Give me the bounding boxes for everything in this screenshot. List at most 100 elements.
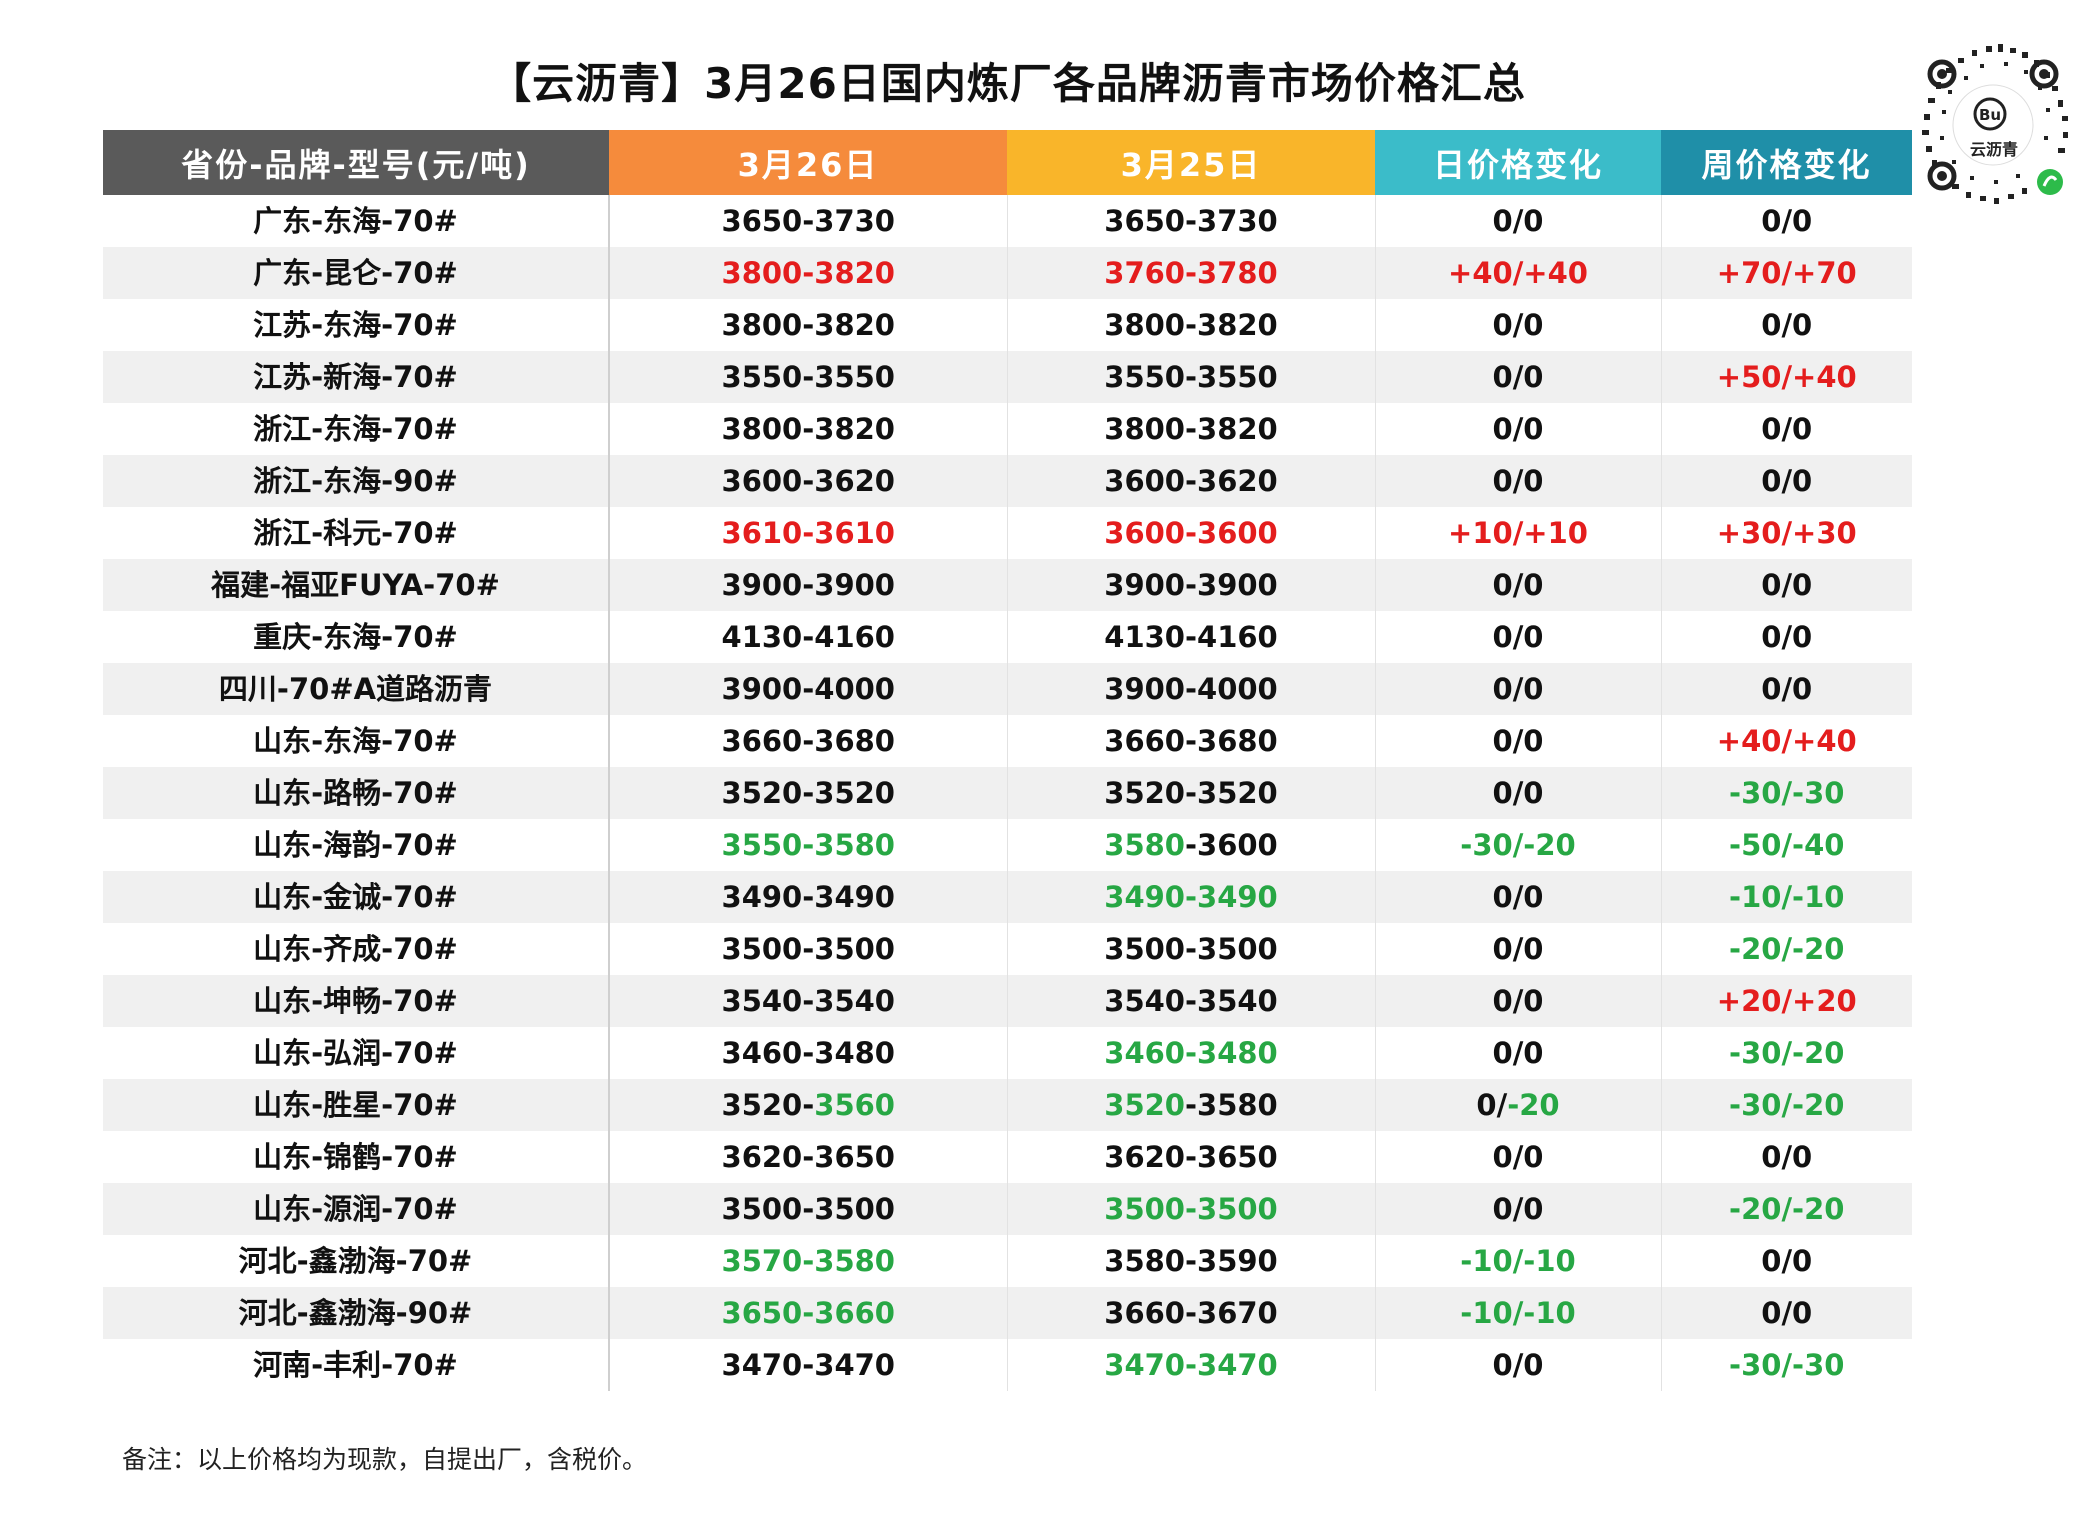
value-segment: 3540-3540	[1104, 984, 1278, 1018]
table-row: 山东-弘润-70# 3460-3480 3460-3480 0/0 -30/-20	[103, 1027, 1912, 1079]
value-segment: -20/-20	[1729, 1192, 1845, 1226]
table-row: 山东-锦鹤-70# 3620-3650 3620-3650 0/0 0/0	[103, 1131, 1912, 1183]
value-segment: 3620-3650	[721, 1140, 895, 1174]
cell-daily-change: 0/0	[1375, 923, 1662, 975]
value-segment: 3550-3550	[1104, 360, 1278, 394]
value-segment: +40/+40	[1716, 724, 1857, 758]
cell-mar26-price: 3570-3580	[609, 1235, 1008, 1287]
cell-mar25-price: 3580-3600	[1007, 819, 1376, 871]
value-segment: 3800-3820	[721, 412, 895, 446]
cell-weekly-change: -20/-20	[1661, 1183, 1912, 1235]
value-segment: 3580	[1104, 828, 1185, 862]
value-segment: 0/0	[1492, 880, 1544, 914]
cell-weekly-change: +30/+30	[1661, 507, 1912, 559]
table-row: 山东-东海-70# 3660-3680 3660-3680 0/0 +40/+40	[103, 715, 1912, 767]
table-row: 山东-源润-70# 3500-3500 3500-3500 0/0 -20/-20	[103, 1183, 1912, 1235]
value-segment: -20	[1507, 1088, 1560, 1122]
value-segment: 0/0	[1761, 464, 1813, 498]
value-segment: -10/-10	[1460, 1296, 1576, 1330]
cell-mar26-price: 3650-3730	[609, 195, 1008, 247]
cell-mar25-price: 3900-3900	[1007, 559, 1376, 611]
cell-product: 浙江-东海-90#	[103, 455, 610, 507]
cell-mar26-price: 3460-3480	[609, 1027, 1008, 1079]
table-row: 广东-昆仑-70# 3800-3820 3760-3780 +40/+40 +70/+7…	[103, 247, 1912, 299]
value-segment: 0/0	[1761, 620, 1813, 654]
cell-daily-change: +40/+40	[1375, 247, 1662, 299]
value-segment: 4130-4160	[721, 620, 895, 654]
cell-mar26-price: 3500-3500	[609, 1183, 1008, 1235]
cell-weekly-change: -20/-20	[1661, 923, 1912, 975]
value-segment: 3660-3680	[1104, 724, 1278, 758]
value-segment: 3560	[814, 1088, 895, 1122]
value-segment: 3570-3580	[721, 1244, 895, 1278]
cell-weekly-change: 0/0	[1661, 195, 1912, 247]
table-row: 浙江-东海-70# 3800-3820 3800-3820 0/0 0/0	[103, 403, 1912, 455]
cell-daily-change: 0/0	[1375, 663, 1662, 715]
cell-product: 浙江-东海-70#	[103, 403, 610, 455]
value-segment: 3610-3610	[721, 516, 895, 550]
value-segment: 3760-3780	[1104, 256, 1278, 290]
cell-daily-change: 0/0	[1375, 403, 1662, 455]
value-segment: 3600-3600	[1104, 516, 1278, 550]
cell-product: 河北-鑫渤海-90#	[103, 1287, 610, 1339]
value-segment: 0/0	[1761, 568, 1813, 602]
cell-daily-change: 0/0	[1375, 767, 1662, 819]
value-segment: 0/0	[1492, 724, 1544, 758]
value-segment: -3600	[1184, 828, 1278, 862]
qr-code-icon: Bu 云沥青	[1908, 40, 2078, 210]
cell-weekly-change: -30/-20	[1661, 1079, 1912, 1131]
value-segment: 0/0	[1492, 360, 1544, 394]
value-segment: 3900-3900	[721, 568, 895, 602]
cell-mar25-price: 3900-4000	[1007, 663, 1376, 715]
cell-mar26-price: 3900-3900	[609, 559, 1008, 611]
cell-mar26-price: 3470-3470	[609, 1339, 1008, 1391]
cell-daily-change: 0/0	[1375, 455, 1662, 507]
cell-mar26-price: 3650-3660	[609, 1287, 1008, 1339]
cell-mar25-price: 3660-3680	[1007, 715, 1376, 767]
cell-product: 山东-弘润-70#	[103, 1027, 610, 1079]
cell-product: 山东-坤畅-70#	[103, 975, 610, 1027]
cell-product: 山东-东海-70#	[103, 715, 610, 767]
value-segment: 3800-3820	[721, 256, 895, 290]
cell-product: 福建-福亚FUYA-70#	[103, 559, 610, 611]
cell-product: 山东-海韵-70#	[103, 819, 610, 871]
value-segment: 0/0	[1492, 1036, 1544, 1070]
cell-weekly-change: 0/0	[1661, 1287, 1912, 1339]
value-segment: 0/0	[1492, 204, 1544, 238]
value-segment: 3650-3660	[721, 1296, 895, 1330]
value-segment: 3520-	[721, 1088, 815, 1122]
value-segment: 0/0	[1492, 568, 1544, 602]
header-weekly-change: 周价格变化	[1661, 130, 1912, 195]
cell-daily-change: 0/0	[1375, 351, 1662, 403]
value-segment: 0/0	[1761, 1140, 1813, 1174]
value-segment: 0/0	[1492, 776, 1544, 810]
value-segment: 3550-3550	[721, 360, 895, 394]
value-segment: +70/+70	[1716, 256, 1857, 290]
cell-mar25-price: 3500-3500	[1007, 923, 1376, 975]
cell-weekly-change: 0/0	[1661, 559, 1912, 611]
cell-product: 河南-丰利-70#	[103, 1339, 610, 1391]
value-segment: -30/-20	[1729, 1036, 1845, 1070]
value-segment: 0/0	[1761, 1244, 1813, 1278]
value-segment: 0/0	[1761, 1296, 1813, 1330]
value-segment: -10/-10	[1729, 880, 1845, 914]
cell-mar26-price: 3540-3540	[609, 975, 1008, 1027]
cell-product: 浙江-科元-70#	[103, 507, 610, 559]
cell-mar25-price: 3660-3670	[1007, 1287, 1376, 1339]
table-row: 江苏-东海-70# 3800-3820 3800-3820 0/0 0/0	[103, 299, 1912, 351]
cell-product: 重庆-东海-70#	[103, 611, 610, 663]
value-segment: 3650-3730	[721, 204, 895, 238]
value-segment: 3500-3500	[721, 1192, 895, 1226]
cell-mar26-price: 3550-3550	[609, 351, 1008, 403]
footnote: 备注：以上价格均为现款，自提出厂，含税价。	[122, 1445, 648, 1474]
header-mar-26: 3月26日	[609, 130, 1007, 195]
value-segment: 3900-3900	[1104, 568, 1278, 602]
table-row: 山东-路畅-70# 3520-3520 3520-3520 0/0 -30/-30	[103, 767, 1912, 819]
value-segment: 3500-3500	[1104, 932, 1278, 966]
price-table: 省份-品牌-型号(元/吨) 3月26日 3月25日 日价格变化 周价格变化 广东…	[103, 130, 1912, 1391]
cell-mar25-price: 4130-4160	[1007, 611, 1376, 663]
cell-mar25-price: 3520-3580	[1007, 1079, 1376, 1131]
value-segment: -10/-10	[1460, 1244, 1576, 1278]
value-segment: 0/0	[1492, 672, 1544, 706]
cell-mar26-price: 3600-3620	[609, 455, 1008, 507]
